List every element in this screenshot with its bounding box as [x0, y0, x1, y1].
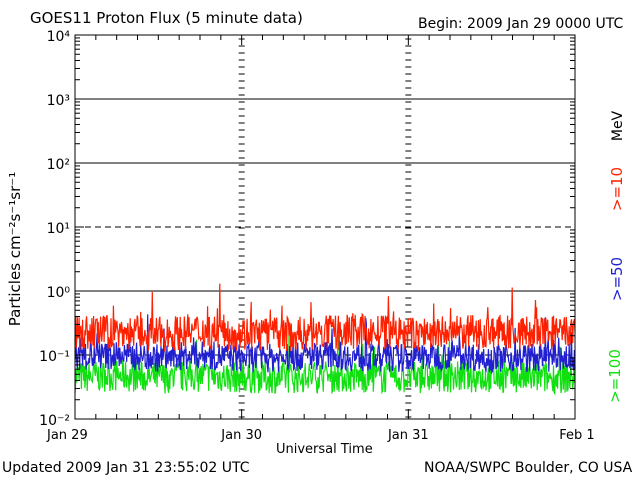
- legend-ge100: >=100: [606, 349, 624, 403]
- x-tick-label: Feb 1: [559, 428, 594, 443]
- chart-title: GOES11 Proton Flux (5 minute data): [30, 9, 303, 27]
- plot-frame: [74, 34, 576, 420]
- legend-ge50: >=50: [608, 256, 626, 302]
- updated-timestamp: Updated 2009 Jan 31 23:55:02 UTC: [2, 460, 250, 476]
- series-line-0: [74, 283, 576, 352]
- begin-time-label: Begin: 2009 Jan 29 0000 UTC: [418, 16, 624, 32]
- unit-label: MeV: [610, 110, 626, 142]
- y-tick-label: 10¹: [47, 221, 70, 237]
- y-tick-label: 10⁻²: [39, 413, 70, 429]
- x-tick-label: Jan 29: [46, 428, 88, 443]
- x-tick-label: Jan 30: [220, 428, 262, 443]
- y-tick-label: 10⁴: [47, 29, 71, 45]
- y-tick-label: 10²: [47, 157, 70, 173]
- x-tick-label: Jan 31: [387, 428, 429, 443]
- legend-ge10: >=10: [608, 166, 626, 212]
- x-axis-label: Universal Time: [276, 442, 373, 457]
- series-line-1: [74, 314, 576, 375]
- y-tick-label: 10³: [47, 93, 70, 109]
- credit-label: NOAA/SWPC Boulder, CO USA: [424, 460, 633, 476]
- y-axis-label: Particles cm⁻²s⁻¹sr⁻¹: [6, 171, 24, 327]
- y-tick-label: 10⁰: [47, 285, 71, 301]
- y-tick-label: 10⁻¹: [39, 349, 70, 365]
